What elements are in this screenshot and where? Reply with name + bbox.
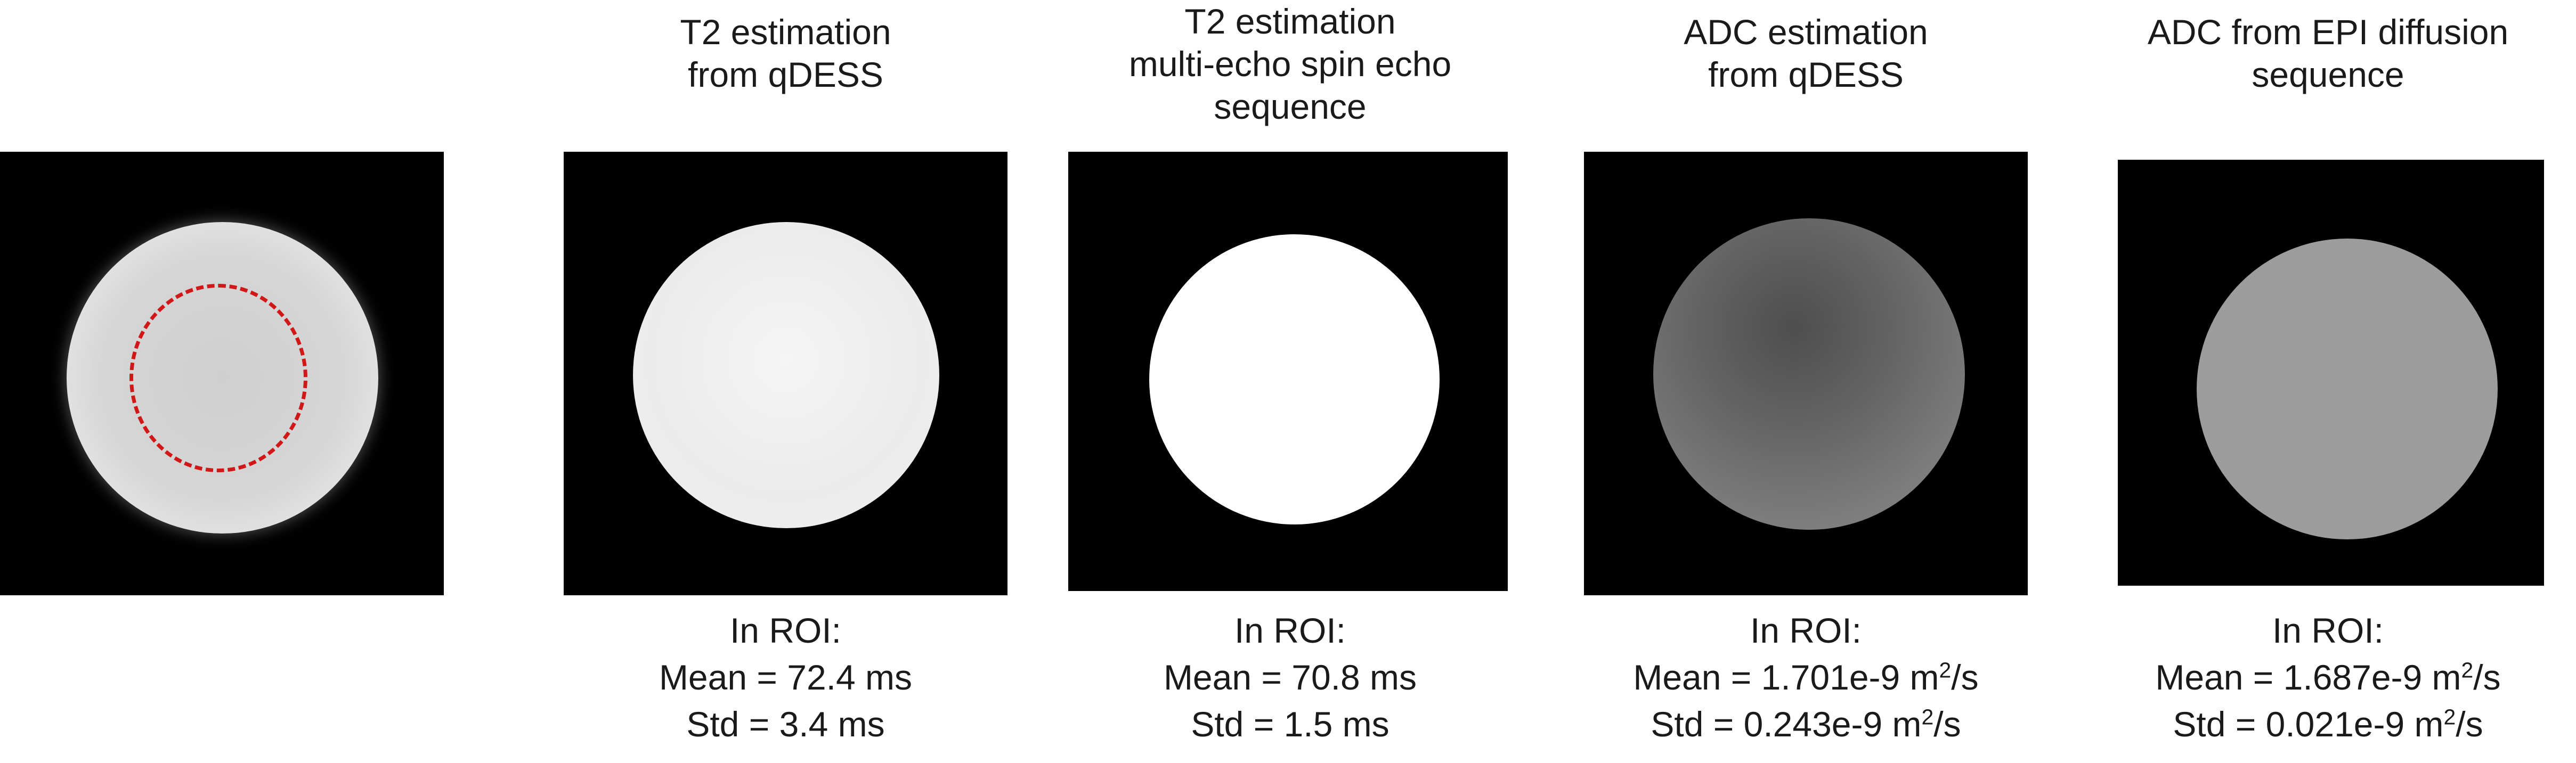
phantom-disk xyxy=(2197,239,2498,539)
roi-mean: Mean = 1.687e-9 m2/s xyxy=(2155,658,2501,697)
roi-stats-t2-spin-echo: In ROI: Mean = 70.8 ms Std = 1.5 ms xyxy=(1163,611,1417,744)
panel-title-adc-epi: ADC from EPI diffusion sequence xyxy=(2147,12,2509,94)
roi-mean: Mean = 1.701e-9 m2/s xyxy=(1633,658,1979,697)
roi-circle xyxy=(129,284,307,472)
t2-map-qdess xyxy=(564,152,1007,595)
phantom-disk xyxy=(1653,218,1965,530)
roi-stats-t2-qdess: In ROI: Mean = 72.4 ms Std = 3.4 ms xyxy=(659,611,913,744)
t2-map-spin-echo xyxy=(1068,152,1508,591)
roi-stats-adc-qdess: In ROI: Mean = 1.701e-9 m2/s Std = 0.243… xyxy=(1584,607,2028,748)
phantom-image-source xyxy=(0,152,444,595)
panel-title-t2-spin-echo: T2 estimation multi-echo spin echo seque… xyxy=(1128,2,1452,126)
adc-map-qdess xyxy=(1584,152,2028,595)
phantom-disk xyxy=(1149,234,1440,524)
panel-title-t2-qdess: T2 estimation from qDESS xyxy=(680,12,891,94)
roi-stats-adc-epi: In ROI: Mean = 1.687e-9 m2/s Std = 0.021… xyxy=(2106,607,2550,748)
adc-map-epi xyxy=(2118,160,2544,586)
phantom-disk xyxy=(633,222,939,528)
roi-std: Std = 0.021e-9 m2/s xyxy=(2173,704,2483,744)
roi-std: Std = 0.243e-9 m2/s xyxy=(1651,704,1961,744)
panel-title-adc-qdess: ADC estimation from qDESS xyxy=(1684,12,1928,94)
